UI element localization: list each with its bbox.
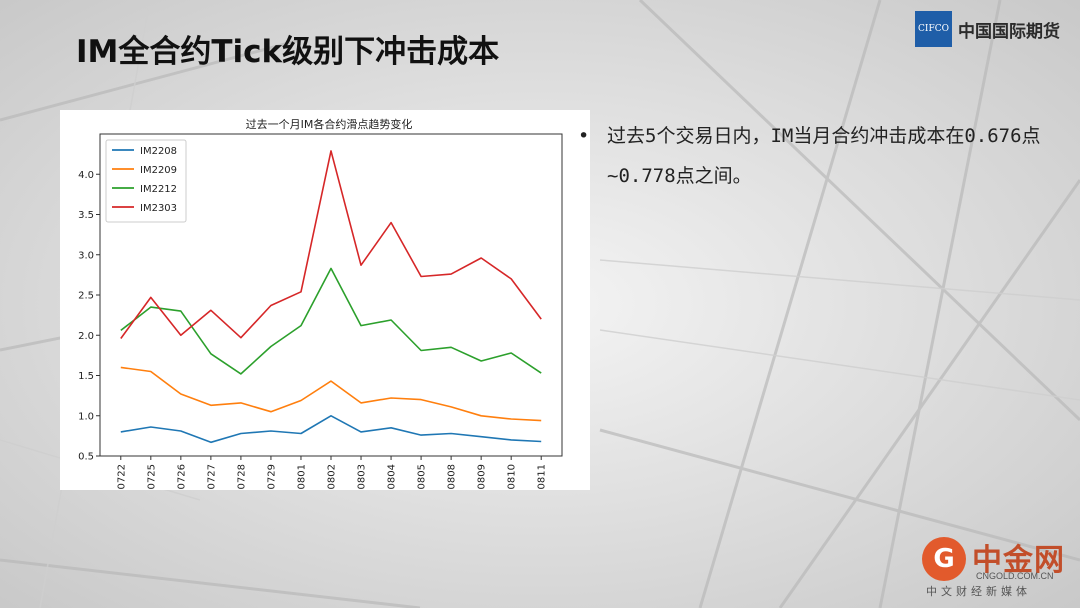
watermark-tagline: 中文财经新媒体 — [926, 585, 1031, 598]
y-tick-label: 1.0 — [78, 411, 94, 422]
x-tick-label: 0803 — [357, 464, 368, 489]
bullet-text: 过去5个交易日内，IM当月合约冲击成本在0.676点~0.778点之间。 — [607, 125, 1041, 187]
slide-title: IM全合约Tick级别下冲击成本 — [76, 34, 500, 70]
x-tick-label: 0729 — [266, 464, 277, 489]
y-tick-label: 3.0 — [78, 250, 94, 261]
logo-mark: CIFCO — [915, 11, 952, 47]
x-tick-label: 0811 — [537, 464, 548, 489]
x-tick-label: 0805 — [417, 464, 428, 489]
chart-figure: 过去一个月IM各合约滑点趋势变化 0.5 1.0 1.5 2.0 2.5 3.0 3.5 4.… — [60, 110, 590, 490]
line-chart: 过去一个月IM各合约滑点趋势变化 0.5 1.0 1.5 2.0 2.5 3.0 3.5 4.… — [60, 110, 590, 490]
legend-label: IM2209 — [140, 165, 177, 176]
watermark-url: CNGOLD.COM.CN — [976, 571, 1054, 581]
x-tick-label: 0801 — [296, 464, 307, 489]
x-tick-label: 0810 — [507, 464, 518, 489]
x-tick-label: 0802 — [327, 464, 338, 489]
x-tick-label: 0808 — [447, 464, 458, 489]
series-line-im2208 — [120, 414, 542, 444]
y-tick-label: 1.5 — [78, 371, 94, 382]
x-tick-label: 0726 — [176, 464, 187, 489]
series-line-im2212 — [120, 267, 542, 375]
y-tick-label: 0.5 — [78, 452, 94, 463]
y-tick-label: 2.5 — [78, 291, 94, 302]
watermark-name: 中金网 — [972, 543, 1065, 578]
x-tick-label: 0728 — [236, 464, 247, 489]
y-tick-label: 2.0 — [78, 331, 94, 342]
logo-name: 中国国际期货 — [958, 21, 1060, 42]
x-tick-label: 0725 — [146, 464, 157, 489]
x-tick-label: 0809 — [477, 464, 488, 489]
x-tick-label: 0804 — [387, 464, 398, 489]
company-logo: CIFCO 中国国际期货 — [915, 10, 1060, 48]
series-line-im2303 — [120, 150, 542, 339]
bullet-dot: • — [578, 125, 590, 147]
legend-label: IM2303 — [140, 203, 177, 214]
watermark-badge: G — [922, 537, 966, 581]
chart-title: 过去一个月IM各合约滑点趋势变化 — [246, 117, 413, 131]
x-tick-label: 0722 — [116, 464, 127, 489]
legend-label: IM2208 — [140, 146, 177, 157]
watermark-logo: G 中金网 CNGOLD.COM.CN 中文财经新媒体 — [922, 533, 1072, 603]
y-tick-label: 3.5 — [78, 210, 94, 221]
legend-label: IM2212 — [140, 184, 177, 195]
y-tick-label: 4.0 — [78, 170, 94, 181]
legend-box — [105, 139, 187, 223]
series-line-im2209 — [120, 366, 542, 422]
bullet-point: • 过去5个交易日内，IM当月合约冲击成本在0.676点~0.778点之间。 — [578, 116, 1048, 196]
x-tick-label: 0727 — [206, 464, 217, 489]
